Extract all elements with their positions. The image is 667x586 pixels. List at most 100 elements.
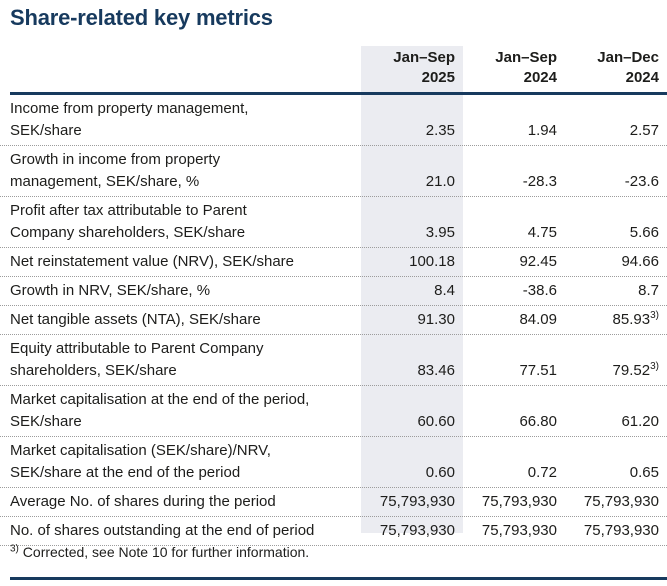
footnote-text: Corrected, see Note 10 for further infor… <box>18 544 310 560</box>
value: 75,793,930 <box>583 522 659 539</box>
value: 60.60 <box>417 413 455 430</box>
value-cell: 100.18 <box>361 251 463 273</box>
value-cell: 91.30 <box>361 309 463 331</box>
value-cell: 92.45 <box>463 251 565 273</box>
key-metrics-table: Jan–Sep 2025 Jan–Sep 2024 Jan–Dec 2024 I… <box>0 48 667 546</box>
row-label: Income from property management, SEK/sha… <box>10 100 249 139</box>
value-cell: 8.4 <box>361 280 463 302</box>
value: 8.7 <box>638 282 659 299</box>
table-row: Equity attributable to Parent Company sh… <box>0 335 667 386</box>
footnote: 3) Corrected, see Note 10 for further in… <box>10 543 309 561</box>
value: -38.6 <box>522 282 557 299</box>
table-row: Profit after tax attributable to Parent … <box>0 197 667 248</box>
value: 0.72 <box>527 464 557 481</box>
bottom-rule <box>10 577 667 580</box>
value-cell: 3.95 <box>361 222 463 244</box>
value-cell: 0.60 <box>361 462 463 484</box>
row-label: Growth in income from property managemen… <box>10 151 221 190</box>
column-header-jan-dec-2024: Jan–Dec 2024 <box>565 48 667 92</box>
column-header-year: 2025 <box>421 69 455 86</box>
value: 4.75 <box>527 224 557 241</box>
value: 8.4 <box>434 282 455 299</box>
value-cell: 75,793,930 <box>463 520 565 542</box>
value-cell: 75,793,930 <box>463 491 565 513</box>
table-row: Growth in income from property managemen… <box>0 146 667 197</box>
footnote-marker: 3) <box>10 543 19 555</box>
value: -23.6 <box>624 173 659 190</box>
table-row: Market capitalisation at the end of the … <box>0 386 667 437</box>
table-row: Net reinstatement value (NRV), SEK/share… <box>0 248 667 277</box>
value: 0.65 <box>629 464 659 481</box>
value-cell: 61.20 <box>565 411 667 433</box>
value-cell: 79.523) <box>565 360 667 382</box>
table-row: Growth in NRV, SEK/share, % 8.4 -38.6 8.… <box>0 277 667 306</box>
header-divider-rule <box>10 92 667 95</box>
table-row: No. of shares outstanding at the end of … <box>0 517 667 546</box>
column-header-jan-sep-2024: Jan–Sep 2024 <box>463 48 565 92</box>
row-label: Growth in NRV, SEK/share, % <box>10 282 211 299</box>
value: 84.09 <box>519 311 557 328</box>
value: 21.0 <box>425 173 455 190</box>
value: 75,793,930 <box>379 493 455 510</box>
value: 94.66 <box>621 253 659 270</box>
value-cell: 60.60 <box>361 411 463 433</box>
value-cell: -23.6 <box>565 171 667 193</box>
value-cell: 84.09 <box>463 309 565 331</box>
value: 79.52 <box>612 362 651 379</box>
value-cell: 8.7 <box>565 280 667 302</box>
value: 61.20 <box>621 413 659 430</box>
table-row: Market capitalisation (SEK/share)/NRV, S… <box>0 437 667 488</box>
value: 83.46 <box>417 362 455 379</box>
column-header-year: 2024 <box>523 69 557 86</box>
table-row: Income from property management, SEK/sha… <box>0 95 667 146</box>
value: 91.30 <box>417 311 455 328</box>
value-cell: 2.35 <box>361 120 463 142</box>
row-label: Average No. of shares during the period <box>10 493 276 510</box>
row-label: Profit after tax attributable to Parent … <box>10 202 247 241</box>
row-label: Equity attributable to Parent Company sh… <box>10 340 264 379</box>
row-label: Market capitalisation (SEK/share)/NRV, S… <box>10 442 271 481</box>
footnote-ref: 3) <box>650 310 659 321</box>
value-cell: 4.75 <box>463 222 565 244</box>
value-cell: -28.3 <box>463 171 565 193</box>
table-header-row: Jan–Sep 2025 Jan–Sep 2024 Jan–Dec 2024 <box>0 48 667 92</box>
value: 92.45 <box>519 253 557 270</box>
row-label: No. of shares outstanding at the end of … <box>10 522 315 539</box>
value: 66.80 <box>519 413 557 430</box>
value-cell: 21.0 <box>361 171 463 193</box>
table-row: Net tangible assets (NTA), SEK/share 91.… <box>0 306 667 335</box>
value: 2.35 <box>425 122 455 139</box>
value-cell: 66.80 <box>463 411 565 433</box>
column-header-jan-sep-2025: Jan–Sep 2025 <box>361 48 463 92</box>
column-header-period: Jan–Sep <box>393 49 455 66</box>
page-title: Share-related key metrics <box>10 5 273 30</box>
value: 0.60 <box>425 464 455 481</box>
row-label: Net tangible assets (NTA), SEK/share <box>10 311 261 328</box>
row-label: Market capitalisation at the end of the … <box>10 391 310 430</box>
value: 75,793,930 <box>583 493 659 510</box>
value: 5.66 <box>629 224 659 241</box>
value-cell: 83.46 <box>361 360 463 382</box>
value-cell: 75,793,930 <box>565 491 667 513</box>
value-cell: 75,793,930 <box>361 491 463 513</box>
value: 100.18 <box>409 253 455 270</box>
column-header-period: Jan–Sep <box>495 49 557 66</box>
value-cell: 85.933) <box>565 309 667 331</box>
value-cell: 2.57 <box>565 120 667 142</box>
value-cell: 77.51 <box>463 360 565 382</box>
value-cell: 0.72 <box>463 462 565 484</box>
value-cell: 5.66 <box>565 222 667 244</box>
value: -28.3 <box>522 173 557 190</box>
column-header-year: 2024 <box>625 69 659 86</box>
column-header-period: Jan–Dec <box>597 49 659 66</box>
value-cell: 94.66 <box>565 251 667 273</box>
highlighted-column-background <box>361 46 463 533</box>
value: 85.93 <box>612 311 651 328</box>
value: 75,793,930 <box>481 493 557 510</box>
footnote-ref: 3) <box>650 361 659 372</box>
value-cell: 0.65 <box>565 462 667 484</box>
row-label: Net reinstatement value (NRV), SEK/share <box>10 253 295 270</box>
value-cell: -38.6 <box>463 280 565 302</box>
value: 77.51 <box>519 362 557 379</box>
